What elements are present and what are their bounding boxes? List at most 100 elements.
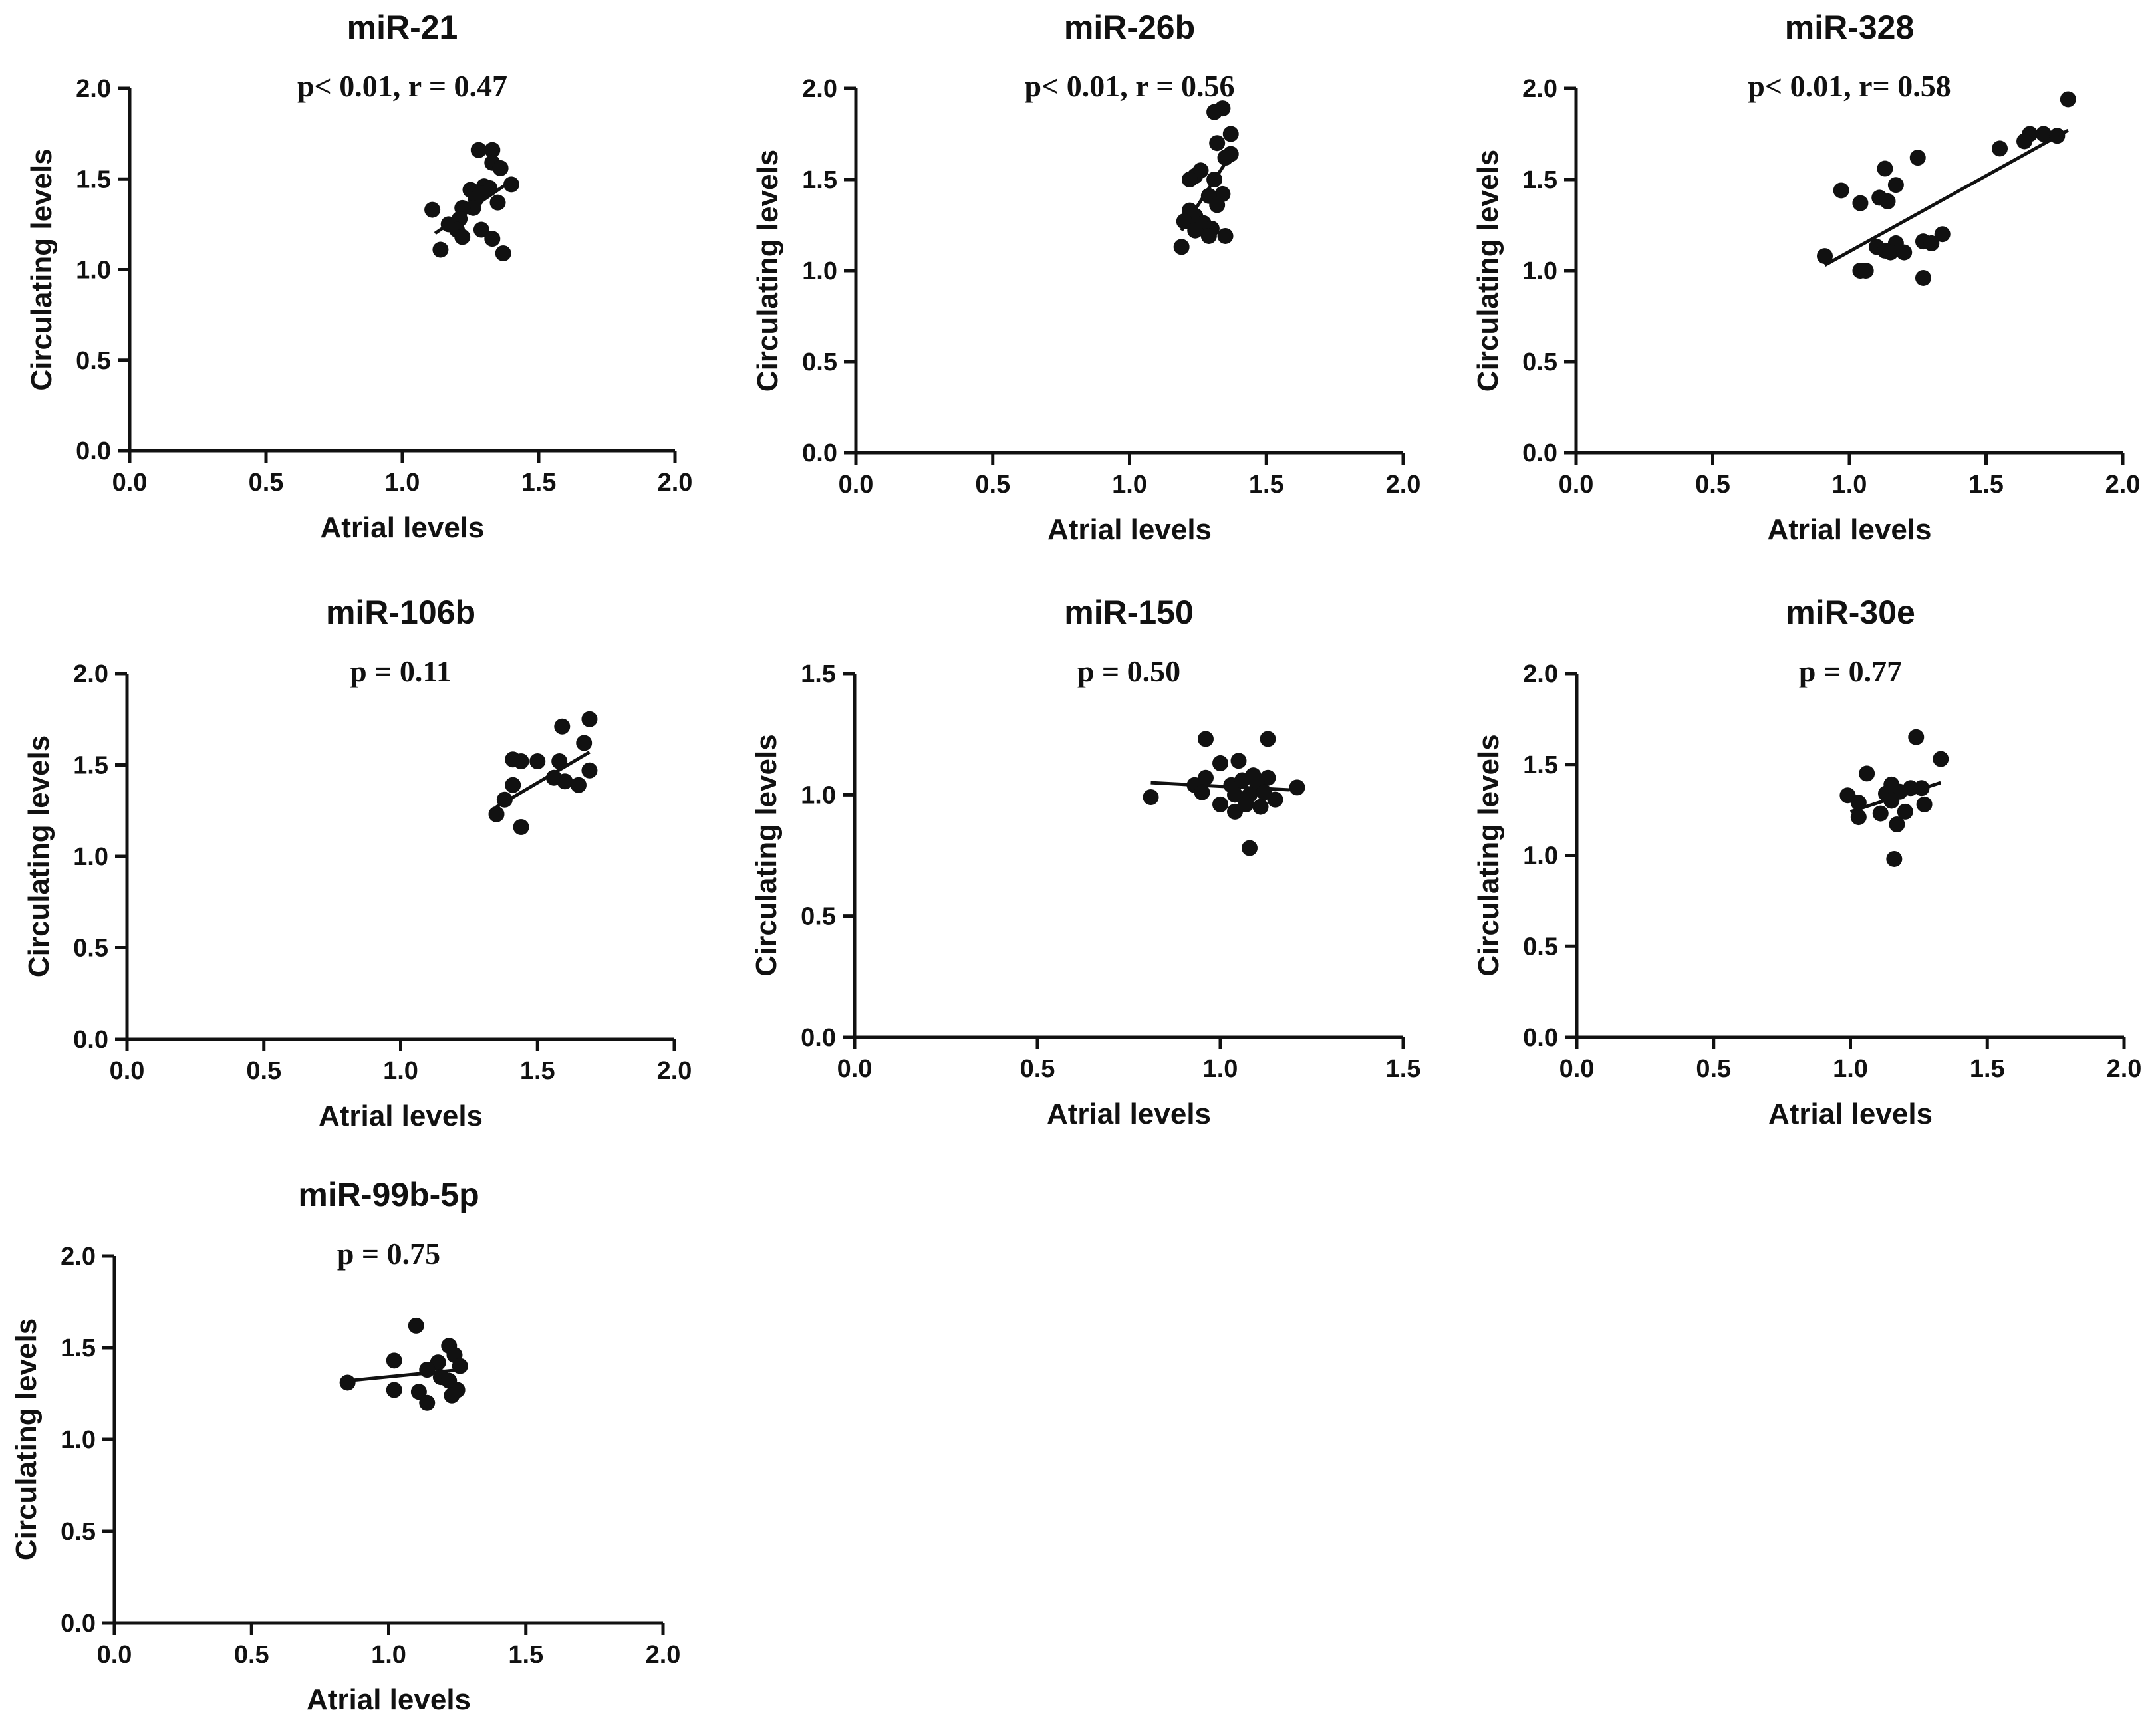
data-point (484, 142, 501, 158)
panel-title: miR-26b (1064, 9, 1195, 46)
regression-line (1823, 128, 2070, 267)
data-point (1992, 140, 2008, 157)
scatter-panel-5: miR-150 p = 0.50 0.0 0.5 1.0 1.5 0.0 0.5 1.0 1.5 A… (750, 594, 1420, 1130)
data-point (1817, 248, 1833, 265)
data-point (1872, 805, 1889, 822)
y-tick-label: 2.0 (1523, 660, 1558, 688)
y-axis-label: Circulating levels (25, 148, 58, 390)
data-point (1883, 793, 1900, 809)
data-point (1923, 235, 1940, 251)
x-tick-label: 0.5 (1696, 1055, 1731, 1083)
x-tick-label: 2.0 (658, 469, 693, 497)
x-tick-label: 1.0 (1832, 471, 1867, 499)
y-axis-label: Circulating levels (10, 1318, 43, 1560)
y-tick-label: 1.0 (802, 257, 837, 285)
y-axis-label: Circulating levels (750, 734, 783, 976)
x-tick-label: 0.5 (1695, 471, 1730, 499)
panel-title: miR-99b-5p (298, 1176, 479, 1213)
x-tick-label: 1.0 (1203, 1055, 1238, 1083)
scatter-panel-4: miR-106b p = 0.11 0.0 0.5 1.0 1.5 2.0 0.0 0.5 1.0… (23, 594, 692, 1132)
y-tick-label: 1.5 (802, 166, 837, 194)
data-point (1176, 213, 1192, 230)
x-axis-label: Atrial levels (1767, 513, 1931, 546)
data-point (1889, 816, 1905, 833)
y-tick-label: 1.0 (1523, 842, 1558, 870)
data-point (505, 777, 521, 793)
data-point (503, 176, 519, 193)
y-tick-label: 0.0 (61, 1610, 96, 1638)
x-axis-label: Atrial levels (1047, 513, 1212, 546)
y-tick-label: 1.5 (1523, 751, 1558, 779)
x-axis-label: Atrial levels (319, 1100, 483, 1132)
data-point (465, 199, 481, 216)
data-point (2035, 126, 2052, 142)
data-point (496, 791, 513, 808)
data-point (513, 753, 529, 769)
data-point (419, 1362, 436, 1378)
data-point (1915, 269, 1931, 286)
data-point (432, 241, 449, 258)
data-point (529, 753, 546, 769)
data-point (570, 777, 587, 793)
data-point (581, 711, 598, 727)
data-point (1909, 150, 1926, 166)
x-tick-label: 2.0 (1386, 471, 1421, 499)
data-point (1182, 172, 1198, 187)
y-tick-label: 0.5 (801, 903, 836, 931)
data-point (1227, 803, 1243, 820)
x-tick-label: 1.0 (385, 469, 420, 497)
y-axis-label: Circulating levels (1472, 150, 1504, 392)
data-point (408, 1317, 424, 1334)
x-axis-label: Atrial levels (307, 1683, 471, 1716)
data-point (1217, 150, 1234, 166)
data-point (1212, 755, 1228, 771)
y-tick-label: 1.0 (801, 781, 836, 809)
x-tick-label: 2.0 (657, 1057, 692, 1085)
data-point (1267, 791, 1283, 808)
data-point (489, 194, 506, 211)
data-point (1206, 172, 1223, 187)
x-tick-label: 1.0 (1833, 1055, 1868, 1083)
data-point (470, 142, 487, 158)
data-point (1850, 809, 1867, 826)
x-tick-label: 0.0 (1559, 1055, 1595, 1083)
y-axis-label: Circulating levels (751, 150, 784, 392)
data-point (495, 245, 511, 261)
data-point (1230, 753, 1247, 769)
y-tick-label: 0.5 (802, 348, 837, 376)
x-tick-label: 1.5 (1968, 471, 2004, 499)
data-point (1143, 789, 1159, 805)
data-point (513, 819, 529, 835)
data-point (444, 1387, 460, 1404)
data-point (1887, 177, 1904, 193)
data-point (1198, 731, 1214, 747)
stat-annotation: p< 0.01, r = 0.47 (297, 69, 507, 103)
x-tick-label: 1.5 (1249, 471, 1284, 499)
y-tick-label: 2.0 (61, 1243, 96, 1271)
x-tick-label: 0.0 (112, 469, 148, 497)
x-tick-label: 1.5 (1386, 1055, 1421, 1083)
y-axis-label: Circulating levels (23, 735, 55, 977)
x-tick-label: 0.0 (837, 1055, 873, 1083)
x-tick-label: 1.5 (508, 1641, 543, 1669)
data-point (1200, 227, 1217, 244)
scatter-panel-6: miR-30e p = 0.77 0.0 0.5 1.0 1.5 2.0 0.0 0.5 1.0 1… (1472, 594, 2141, 1130)
data-point (1877, 160, 1893, 177)
data-point (1886, 850, 1903, 867)
data-point (1933, 751, 1949, 767)
y-tick-label: 0.0 (73, 1026, 108, 1054)
x-tick-label: 0.5 (1020, 1055, 1055, 1083)
x-tick-label: 1.5 (1970, 1055, 2005, 1083)
x-tick-label: 2.0 (646, 1641, 681, 1669)
data-point (484, 231, 501, 247)
y-tick-label: 0.5 (1523, 933, 1558, 961)
scatter-panel-3: miR-328 p< 0.01, r= 0.58 0.0 0.5 1.0 1.5 2.0 0.… (1472, 9, 2140, 546)
y-tick-label: 1.5 (76, 166, 111, 193)
panel-title: miR-30e (1786, 594, 1915, 631)
data-point (2016, 133, 2033, 150)
data-point (1173, 239, 1190, 255)
data-point (339, 1374, 356, 1391)
y-tick-label: 0.5 (1522, 348, 1557, 376)
y-tick-label: 0.0 (801, 1024, 836, 1052)
